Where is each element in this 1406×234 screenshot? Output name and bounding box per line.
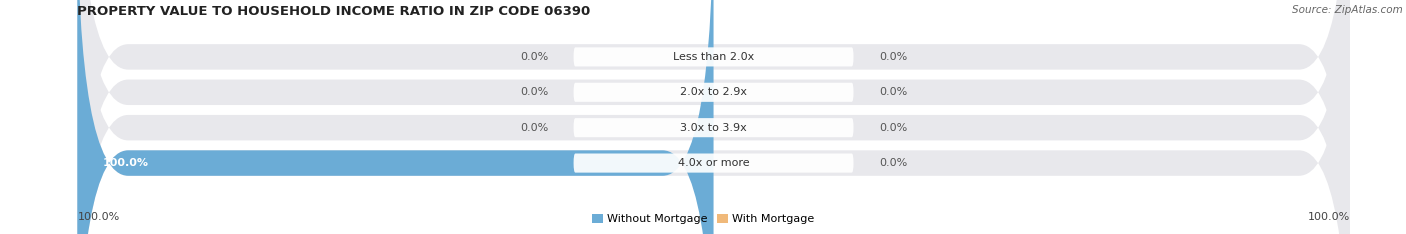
Text: 100.0%: 100.0% [1308, 212, 1350, 222]
FancyBboxPatch shape [574, 154, 853, 173]
Text: 0.0%: 0.0% [879, 87, 907, 97]
Text: 0.0%: 0.0% [520, 87, 548, 97]
FancyBboxPatch shape [77, 0, 1350, 234]
Text: 0.0%: 0.0% [520, 52, 548, 62]
FancyBboxPatch shape [574, 118, 853, 137]
Text: 0.0%: 0.0% [879, 52, 907, 62]
FancyBboxPatch shape [574, 47, 853, 66]
Text: 2.0x to 2.9x: 2.0x to 2.9x [681, 87, 747, 97]
Text: 0.0%: 0.0% [879, 123, 907, 133]
Text: Less than 2.0x: Less than 2.0x [673, 52, 754, 62]
FancyBboxPatch shape [77, 0, 714, 234]
FancyBboxPatch shape [574, 83, 853, 102]
Text: 0.0%: 0.0% [520, 123, 548, 133]
Text: 4.0x or more: 4.0x or more [678, 158, 749, 168]
Text: PROPERTY VALUE TO HOUSEHOLD INCOME RATIO IN ZIP CODE 06390: PROPERTY VALUE TO HOUSEHOLD INCOME RATIO… [77, 5, 591, 18]
FancyBboxPatch shape [77, 0, 1350, 234]
Text: 3.0x to 3.9x: 3.0x to 3.9x [681, 123, 747, 133]
Text: 100.0%: 100.0% [103, 158, 149, 168]
FancyBboxPatch shape [77, 0, 1350, 234]
FancyBboxPatch shape [77, 0, 1350, 234]
Text: 100.0%: 100.0% [77, 212, 120, 222]
Text: Source: ZipAtlas.com: Source: ZipAtlas.com [1292, 5, 1403, 15]
Text: 0.0%: 0.0% [879, 158, 907, 168]
Legend: Without Mortgage, With Mortgage: Without Mortgage, With Mortgage [588, 209, 818, 228]
